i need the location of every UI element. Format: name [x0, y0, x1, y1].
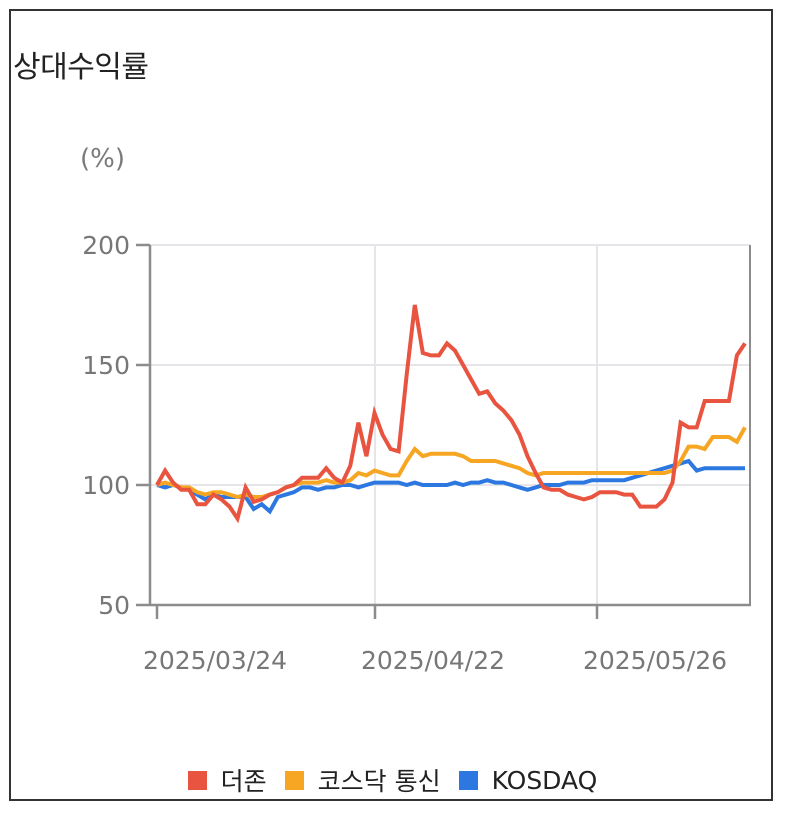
legend-item-kosdaq[interactable]: KOSDAQ — [458, 765, 598, 795]
svg-text:150: 150 — [82, 351, 130, 380]
chart-title: 상대수익률 — [13, 50, 149, 85]
legend-swatch-icon — [458, 770, 478, 790]
chart-frame — [9, 9, 773, 801]
legend-item-kosdaq-telecom[interactable]: 코스닥 통신 — [284, 762, 441, 798]
series-line-1 — [156, 426, 747, 500]
svg-text:2025/05/26: 2025/05/26 — [583, 646, 727, 675]
gridlines — [150, 244, 750, 605]
axes — [136, 243, 751, 619]
y-axis-unit-label: (%) — [80, 144, 125, 174]
legend-swatch-icon — [187, 770, 207, 790]
series-line-0 — [155, 304, 747, 524]
legend-label: 더존 — [220, 767, 267, 796]
legend-swatch-icon — [284, 770, 304, 790]
svg-text:2025/03/24: 2025/03/24 — [143, 646, 287, 675]
legend-label: KOSDAQ — [491, 765, 598, 795]
svg-text:200: 200 — [82, 231, 130, 260]
data-series — [155, 304, 747, 524]
svg-text:2025/04/22: 2025/04/22 — [361, 646, 505, 675]
svg-text:50: 50 — [98, 591, 130, 620]
svg-text:100: 100 — [82, 471, 130, 500]
tick-labels: 50 100 150 200 2025/03/24 2025/04/22 2025/05/2… — [82, 231, 727, 675]
legend-label: 코스닥 통신 — [317, 767, 441, 796]
legend-item-douzone[interactable]: 더존 — [187, 762, 267, 798]
legend: 더존 코스닥 통신 KOSDAQ — [0, 762, 785, 798]
